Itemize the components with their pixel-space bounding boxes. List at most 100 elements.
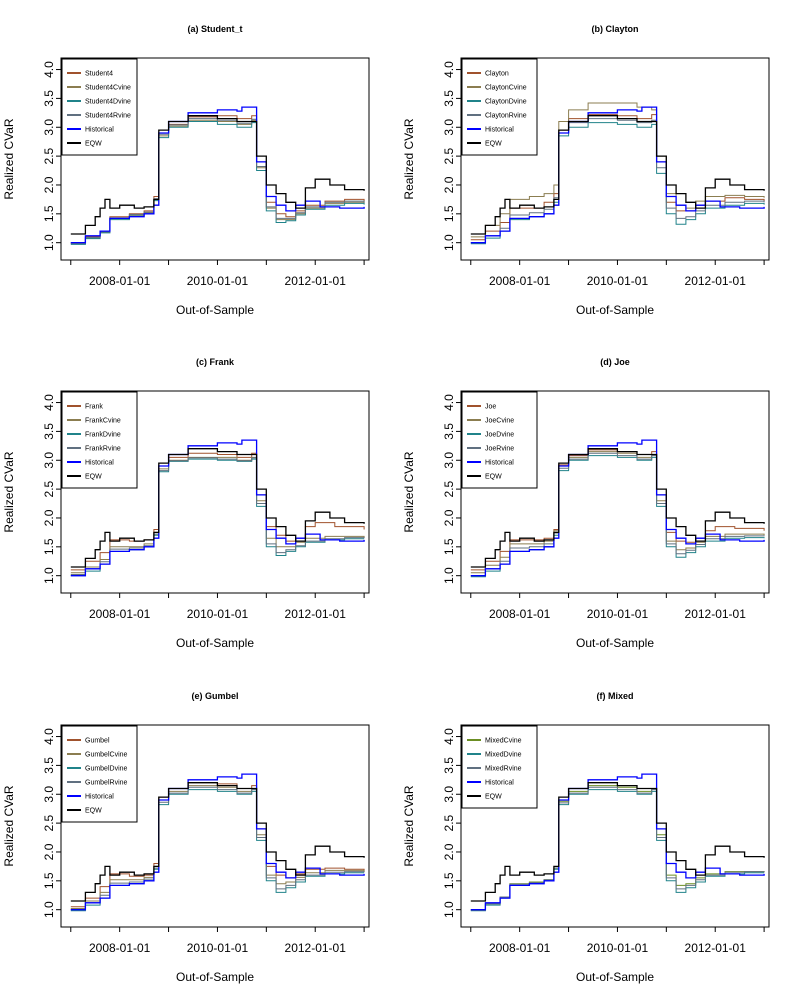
legend-label: JoeRvine <box>485 446 514 453</box>
x-tick-label: 2008-01-01 <box>89 607 151 621</box>
series-line-eqw <box>470 448 765 568</box>
y-tick-label: 3.5 <box>442 757 456 774</box>
x-tick-label: 2010-01-01 <box>587 274 649 288</box>
chart-panel: (a) Student_t 1.0 1.5 2.0 2.5 3.0 3.5 4.0 2008-0… <box>2 24 370 317</box>
legend-label: JoeCvine <box>485 418 514 425</box>
y-tick-label: 1.5 <box>42 872 56 889</box>
y-tick-label: 1.0 <box>42 567 56 584</box>
y-tick-label: 3.5 <box>442 423 456 440</box>
legend-label: GumbelDvine <box>85 766 128 773</box>
x-tick-label: 2012-01-01 <box>685 941 747 955</box>
series-line-claytondvine <box>470 122 765 245</box>
y-tick-label: 2.0 <box>42 176 56 193</box>
legend-label: Historical <box>485 460 514 467</box>
y-tick-label: 1.5 <box>42 205 56 222</box>
plot-frame <box>460 390 770 594</box>
y-tick-label: 1.0 <box>42 234 56 251</box>
y-tick-label: 3.0 <box>442 119 456 136</box>
legend-label: FrankCvine <box>85 418 121 425</box>
legend-label: Joe <box>485 404 496 411</box>
legend-label: Frank <box>85 404 103 411</box>
legend-box <box>61 58 138 156</box>
legend-label: FrankDvine <box>85 432 121 439</box>
x-tick-label: 2010-01-01 <box>187 941 249 955</box>
plot-frame <box>460 57 770 261</box>
y-tick-label: 3.5 <box>442 90 456 107</box>
legend-label: MixedCvine <box>485 738 522 745</box>
chart-panel: (f) Mixed 1.0 1.5 2.0 2.5 3.0 3.5 4.0 2008-01-01… <box>402 691 770 984</box>
chart-title: (d) Joe <box>600 357 630 367</box>
series-line-eqw <box>70 782 365 902</box>
y-tick-label: 1.5 <box>442 205 456 222</box>
legend-label: FrankRvine <box>85 446 121 453</box>
legend-label: ClaytonCvine <box>485 85 527 92</box>
y-axis-label: Realized CVaR <box>402 785 416 866</box>
y-tick-label: 4.0 <box>42 728 56 745</box>
y-tick-label: 3.5 <box>42 90 56 107</box>
y-tick-label: 4.0 <box>442 728 456 745</box>
y-tick-label: 2.5 <box>42 814 56 831</box>
x-axis-label: Out-of-Sample <box>576 970 654 984</box>
x-tick-label: 2012-01-01 <box>285 607 347 621</box>
legend-label: EQW <box>485 141 502 148</box>
x-tick-label: 2010-01-01 <box>187 607 249 621</box>
legend-label: Student4 <box>85 71 113 78</box>
legend-box <box>61 725 138 823</box>
y-tick-label: 2.0 <box>442 843 456 860</box>
y-axis-label: Realized CVaR <box>2 785 16 866</box>
legend-label: MixedDvine <box>485 752 522 759</box>
x-axis-label: Out-of-Sample <box>576 636 654 650</box>
x-axis-label: Out-of-Sample <box>176 303 254 317</box>
legend-box <box>61 391 138 489</box>
legend-label: Historical <box>485 780 514 787</box>
y-tick-label: 3.5 <box>42 757 56 774</box>
x-tick-label: 2012-01-01 <box>285 941 347 955</box>
y-tick-label: 3.0 <box>442 786 456 803</box>
y-tick-label: 1.5 <box>442 538 456 555</box>
legend-label: GumbelCvine <box>85 752 128 759</box>
y-axis-label: Realized CVaR <box>2 451 16 532</box>
x-tick-label: 2012-01-01 <box>685 607 747 621</box>
x-tick-label: 2010-01-01 <box>587 941 649 955</box>
x-tick-label: 2010-01-01 <box>587 607 649 621</box>
y-tick-label: 2.0 <box>42 509 56 526</box>
y-tick-label: 2.0 <box>442 509 456 526</box>
x-tick-label: 2012-01-01 <box>685 274 747 288</box>
series-line-eqw <box>470 115 765 235</box>
legend-label: EQW <box>85 808 102 815</box>
x-axis-label: Out-of-Sample <box>176 970 254 984</box>
y-tick-label: 4.0 <box>442 61 456 78</box>
y-tick-label: 1.0 <box>442 234 456 251</box>
legend-label: ClaytonDvine <box>485 99 527 106</box>
chart-panel: (b) Clayton 1.0 1.5 2.0 2.5 3.0 3.5 4.0 2008-01-… <box>402 24 770 317</box>
x-tick-label: 2008-01-01 <box>489 941 551 955</box>
x-tick-label: 2008-01-01 <box>489 607 551 621</box>
series-line-student4dvine <box>70 121 365 245</box>
x-tick-label: 2008-01-01 <box>89 941 151 955</box>
plot-frame <box>60 724 370 928</box>
chart-title: (e) Gumbel <box>191 691 238 701</box>
y-tick-label: 2.0 <box>42 843 56 860</box>
legend-box <box>461 58 538 156</box>
y-tick-label: 2.5 <box>442 480 456 497</box>
y-tick-label: 2.5 <box>442 147 456 164</box>
y-tick-label: 1.5 <box>442 872 456 889</box>
y-tick-label: 3.0 <box>42 119 56 136</box>
legend-label: EQW <box>485 474 502 481</box>
x-tick-label: 2008-01-01 <box>489 274 551 288</box>
legend-label: Student4Rvine <box>85 113 131 120</box>
y-axis-label: Realized CVaR <box>2 118 16 199</box>
legend-label: Student4Cvine <box>85 85 131 92</box>
plot-frame <box>60 57 370 261</box>
legend-label: Student4Dvine <box>85 99 131 106</box>
legend-label: ClaytonRvine <box>485 113 527 120</box>
series-line-eqw <box>70 448 365 568</box>
y-tick-label: 3.0 <box>42 786 56 803</box>
chart-panel: (c) Frank 1.0 1.5 2.0 2.5 3.0 3.5 4.0 2008-01-01… <box>2 357 370 650</box>
x-axis-label: Out-of-Sample <box>176 636 254 650</box>
plot-frame <box>460 724 770 928</box>
chart-panel: (d) Joe 1.0 1.5 2.0 2.5 3.0 3.5 4.0 2008-01-01 20… <box>402 357 770 650</box>
legend-label: EQW <box>85 474 102 481</box>
legend-box <box>461 391 538 489</box>
